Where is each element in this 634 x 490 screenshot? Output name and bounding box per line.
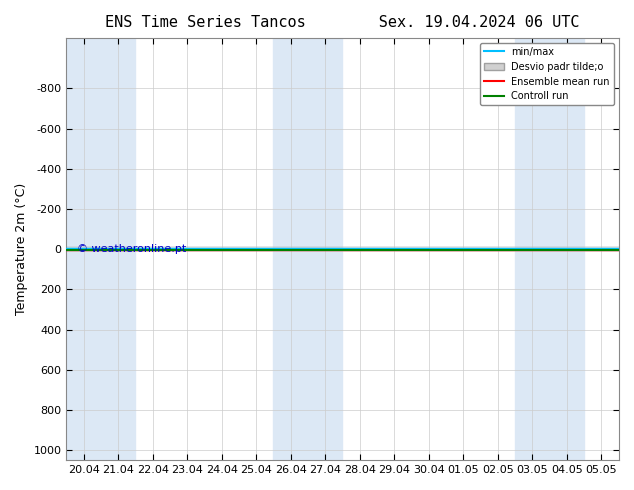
Bar xyxy=(515,38,584,460)
Legend: min/max, Desvio padr tilde;o, Ensemble mean run, Controll run: min/max, Desvio padr tilde;o, Ensemble m… xyxy=(480,43,614,105)
Title: ENS Time Series Tancos        Sex. 19.04.2024 06 UTC: ENS Time Series Tancos Sex. 19.04.2024 0… xyxy=(105,15,579,30)
Text: © weatheronline.pt: © weatheronline.pt xyxy=(77,244,186,254)
Y-axis label: Temperature 2m (°C): Temperature 2m (°C) xyxy=(15,183,28,315)
Bar xyxy=(273,38,342,460)
Bar xyxy=(67,38,136,460)
